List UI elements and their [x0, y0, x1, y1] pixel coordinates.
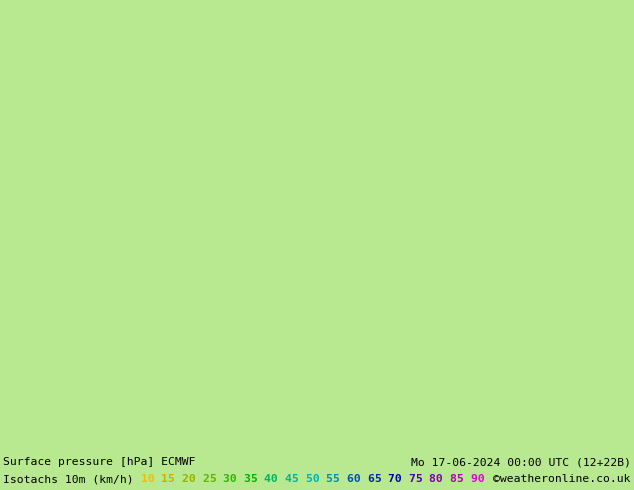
Text: 80: 80 — [429, 474, 450, 484]
Text: Isotachs 10m (km/h): Isotachs 10m (km/h) — [3, 474, 141, 484]
Text: 90: 90 — [470, 474, 491, 484]
Text: 30: 30 — [223, 474, 244, 484]
Text: ©weatheronline.co.uk: ©weatheronline.co.uk — [493, 474, 631, 484]
Text: 75: 75 — [409, 474, 429, 484]
Text: 20: 20 — [182, 474, 202, 484]
Text: 40: 40 — [264, 474, 285, 484]
Text: 55: 55 — [327, 474, 347, 484]
Text: 50: 50 — [306, 474, 327, 484]
Text: 25: 25 — [202, 474, 223, 484]
Text: Surface pressure [hPa] ECMWF: Surface pressure [hPa] ECMWF — [3, 457, 196, 467]
Text: 70: 70 — [388, 474, 409, 484]
Text: Mo 17-06-2024 00:00 UTC (12+22B): Mo 17-06-2024 00:00 UTC (12+22B) — [411, 457, 631, 467]
Text: 35: 35 — [244, 474, 264, 484]
Text: 65: 65 — [368, 474, 388, 484]
Text: 85: 85 — [450, 474, 470, 484]
Text: 60: 60 — [347, 474, 368, 484]
Text: 15: 15 — [161, 474, 182, 484]
Text: 45: 45 — [285, 474, 306, 484]
Text: 10: 10 — [141, 474, 161, 484]
